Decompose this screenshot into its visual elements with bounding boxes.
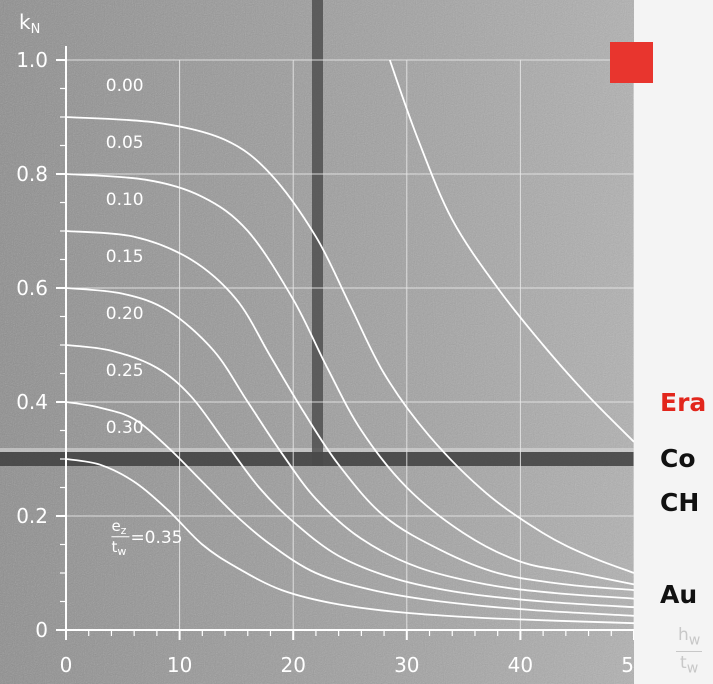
y-tick-label-0.4: 0.4: [16, 390, 48, 414]
series-line-0.35: [65, 458, 635, 625]
curves: [65, 59, 635, 625]
series-line-0.00: [388, 59, 635, 443]
curve-label-0.20: 0.20: [106, 304, 144, 324]
series-line-0.05: [65, 116, 635, 574]
y-axis-label: kN: [19, 10, 40, 37]
series-line-0.20: [65, 287, 635, 600]
curve-label-0.25: 0.25: [106, 361, 144, 381]
y-tick-label-0.8: 0.8: [16, 162, 48, 186]
y-tick-label-0.2: 0.2: [16, 504, 48, 528]
curve-label-tw-denominator: tw: [111, 538, 126, 558]
x-tick-label-10: 10: [167, 653, 192, 677]
curve-label-0.10: 0.10: [106, 190, 144, 210]
horizontal-groove: [0, 452, 713, 466]
curve-label-0.00: 0.00: [106, 76, 144, 96]
panel-line-2: CH: [660, 488, 700, 517]
side-panel: [634, 0, 713, 684]
series-line-0.25: [65, 344, 635, 609]
panel-brand-text: Era: [660, 388, 707, 417]
series-line-0.30: [65, 401, 635, 617]
series-line-0.10: [65, 173, 635, 586]
curve-label-0.30: 0.30: [106, 418, 144, 438]
red-square-logo: [610, 42, 653, 83]
curve-label-0.05: 0.05: [106, 133, 144, 153]
x-tick-label-30: 30: [394, 653, 419, 677]
x-axis-label-num-sub: w: [688, 632, 701, 649]
axes: 0102030405000.20.40.60.81.0kN: [16, 10, 647, 677]
curve-label-0.15: 0.15: [106, 247, 144, 267]
x-axis-label-den: t: [680, 653, 687, 674]
series-line-0.15: [65, 230, 635, 591]
grid: [66, 59, 635, 630]
vertical-groove: [312, 0, 323, 466]
x-axis-label-num: h: [678, 625, 689, 645]
x-axis-label: hw tw: [676, 624, 703, 680]
x-axis-label-den-sub: w: [686, 660, 699, 677]
x-tick-label-0: 0: [60, 653, 73, 677]
y-tick-label-0.6: 0.6: [16, 276, 48, 300]
x-tick-label-20: 20: [280, 653, 305, 677]
y-tick-label-0: 0: [35, 618, 48, 642]
curve-label-0.35: =0.35: [130, 528, 182, 548]
y-tick-label-1.0: 1.0: [16, 48, 48, 72]
x-tick-label-40: 40: [508, 653, 533, 677]
panel-line-3: Au: [660, 580, 698, 609]
curve-label-ez-numerator: ez: [111, 517, 126, 537]
panel-line-1: Co: [660, 444, 696, 473]
groove-highlight: [0, 448, 713, 452]
